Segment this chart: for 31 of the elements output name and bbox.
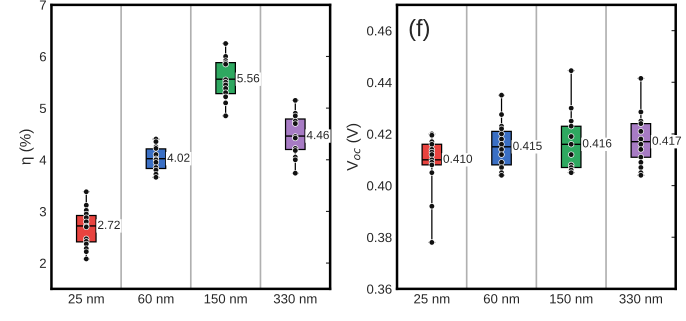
y-axis-title: V$_{oc}$ (V)	[346, 124, 361, 171]
x-tick-label: 60 nm	[138, 294, 174, 304]
annotation: 4.46	[306, 130, 329, 140]
y-tick-label: 0.46	[367, 26, 392, 36]
y-tick-label: 0.36	[367, 284, 392, 294]
annotation: 0.416	[582, 139, 612, 148]
annotation: 4.02	[167, 154, 190, 162]
x-tick-label: 25 nm	[68, 294, 104, 304]
y-tick-label: 0.44	[367, 78, 392, 88]
annotation: (f)	[410, 19, 429, 42]
y-tick-label: 3	[40, 206, 46, 216]
y-tick-label: 0.38	[367, 232, 392, 242]
y-tick-label: 7	[40, 0, 46, 10]
x-tick-label: 150 nm	[550, 294, 592, 304]
annotation: 0.415	[513, 142, 542, 150]
annotation: 0.417	[652, 136, 681, 145]
x-tick-label: 330 nm	[274, 294, 316, 304]
x-tick-label: 330 nm	[619, 294, 662, 304]
y-tick-label: 0.42	[367, 130, 392, 139]
annotation: 5.56	[237, 74, 260, 82]
y-tick-label: 0.40	[367, 181, 392, 191]
annotation: 0.410	[443, 154, 472, 163]
y-tick-label: 4	[40, 155, 46, 165]
y-axis-title: η (%)	[19, 130, 34, 164]
x-tick-label: 60 nm	[484, 294, 519, 304]
y-tick-label: 2	[40, 258, 46, 268]
y-tick-label: 6	[40, 52, 46, 62]
x-tick-label: 25 nm	[414, 294, 450, 304]
annotation: 2.72	[98, 220, 120, 229]
y-tick-label: 5	[40, 104, 46, 114]
x-tick-label: 150 nm	[204, 294, 247, 304]
